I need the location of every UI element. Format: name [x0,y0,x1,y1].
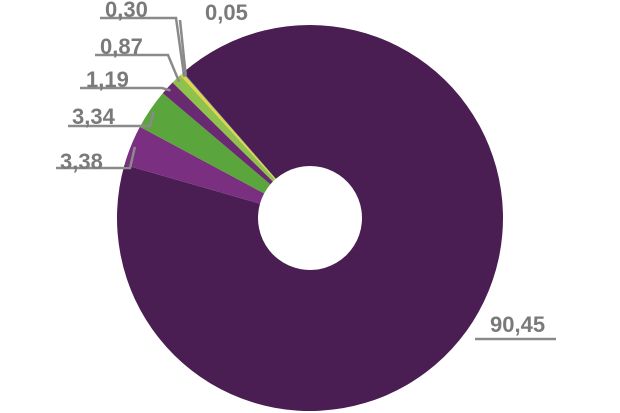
data-label: 0,30 [105,0,148,22]
donut-slice [182,72,276,179]
leader-line [80,86,171,92]
data-label: 90,45 [490,312,545,337]
data-label: 0,05 [205,0,248,25]
donut-slice [162,82,273,185]
donut-slice [180,72,276,180]
data-label: 3,38 [60,149,103,174]
donut-slice [117,25,504,411]
leader-line [100,16,186,78]
data-label: 1,19 [86,67,129,92]
donut-slice [139,93,271,194]
data-label: 0,87 [100,34,143,59]
leader-line [56,146,137,170]
leader-line [178,19,188,76]
data-label: 3,34 [72,104,116,129]
donut-slice [124,126,265,204]
leader-line [95,53,181,83]
donut-slice [172,75,276,182]
leader-line [68,111,155,128]
